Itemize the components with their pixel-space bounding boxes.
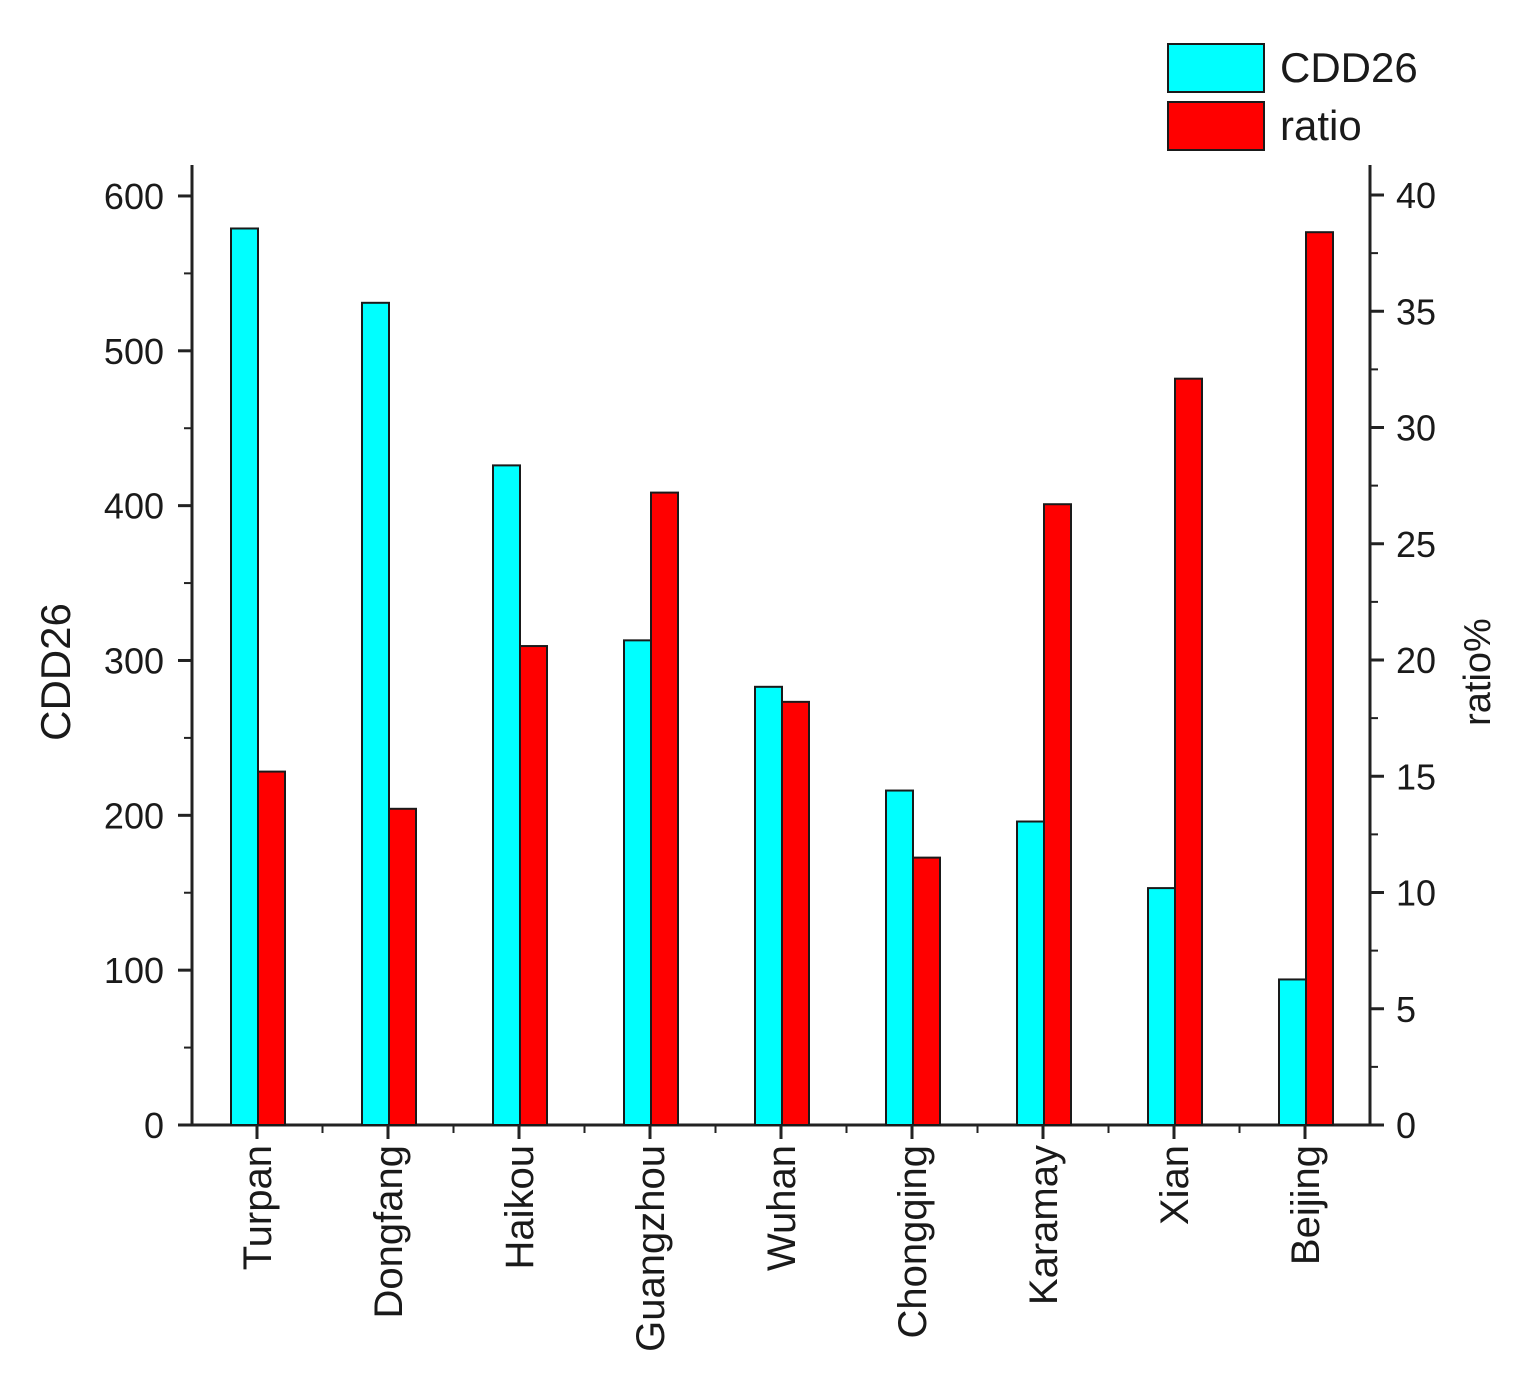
left-tick-label: 0 (144, 1105, 164, 1146)
x-tick-label: Haikou (498, 1145, 542, 1270)
left-tick-label: 400 (104, 486, 164, 527)
x-tick-label: Wuhan (760, 1145, 804, 1271)
bar-cdd26 (754, 685, 783, 1126)
bar-cdd26 (885, 789, 914, 1126)
legend-swatch-cdd26 (1167, 43, 1265, 93)
bar-ratio (1174, 377, 1203, 1126)
left-tick-label: 200 (104, 795, 164, 836)
bar-ratio (781, 700, 810, 1126)
left-y-axis: 0 100 200 300 400 500 600 (104, 176, 192, 1146)
bar-ratio (1305, 231, 1334, 1126)
legend-label-cdd26: CDD26 (1280, 44, 1418, 91)
bar-cdd26 (230, 227, 259, 1126)
right-y-axis-label: ratio% (1457, 618, 1499, 726)
x-tick-label: Dongfang (367, 1145, 411, 1318)
bar-cdd26 (1016, 820, 1045, 1126)
bar-cdd26 (1147, 887, 1176, 1127)
bar-cdd26 (492, 464, 521, 1126)
left-tick-label: 300 (104, 640, 164, 681)
legend-label-ratio: ratio (1280, 102, 1362, 149)
bar-cdd26 (1278, 978, 1307, 1126)
left-tick-label: 100 (104, 950, 164, 991)
right-tick-label: 10 (1396, 873, 1436, 914)
x-tick-label: Xian (1153, 1145, 1197, 1225)
right-tick-label: 0 (1396, 1105, 1416, 1146)
left-tick-label: 500 (104, 331, 164, 372)
right-tick-label: 40 (1396, 175, 1436, 216)
x-tick-label: Turpan (236, 1145, 280, 1270)
bar-ratio (650, 491, 679, 1127)
x-tick-label: Guangzhou (629, 1145, 673, 1352)
right-tick-label: 15 (1396, 756, 1436, 797)
x-tick-label: Beijing (1284, 1145, 1328, 1265)
right-tick-label: 25 (1396, 524, 1436, 565)
right-tick-label: 5 (1396, 989, 1416, 1030)
x-tick-label: Chongqing (891, 1145, 935, 1339)
bar-ratio (1043, 503, 1072, 1127)
legend: CDD26 ratio (1167, 43, 1418, 151)
bar-ratio (388, 807, 417, 1126)
bar-ratio (257, 770, 286, 1126)
bar-cdd26 (361, 301, 390, 1126)
legend-swatch-ratio (1167, 101, 1265, 151)
x-tick-label: Karamay (1022, 1145, 1066, 1305)
right-tick-label: 20 (1396, 640, 1436, 681)
bars (230, 227, 1334, 1127)
bar-ratio (519, 645, 548, 1126)
x-axis: Turpan Dongfang Haikou Guangzhou Wuhan Chongq… (236, 1125, 1328, 1352)
bar-cdd26 (623, 639, 652, 1127)
bar-ratio (912, 856, 941, 1126)
left-tick-label: 600 (104, 176, 164, 217)
left-y-axis-label: CDD26 (32, 603, 79, 741)
right-tick-label: 30 (1396, 408, 1436, 449)
right-tick-label: 35 (1396, 291, 1436, 332)
right-y-axis: 0 5 10 15 20 25 30 35 40 (1370, 175, 1436, 1146)
